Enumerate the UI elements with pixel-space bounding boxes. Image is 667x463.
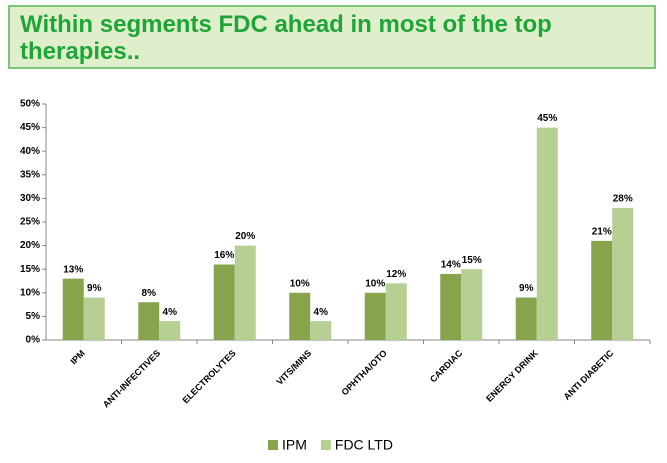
value-label: 4% bbox=[314, 307, 329, 318]
x-tick-label: ELECTROLYTES bbox=[180, 348, 237, 405]
bar bbox=[138, 302, 160, 340]
y-tick-label: 15% bbox=[20, 264, 40, 275]
value-label: 15% bbox=[462, 255, 482, 266]
title-box: Within segments FDC ahead in most of the… bbox=[8, 5, 656, 69]
x-tick-label: ANTI-INFECTIVES bbox=[101, 348, 163, 410]
legend: IPM FDC LTD bbox=[268, 437, 393, 453]
x-tick-label: OPHTHA/OTO bbox=[339, 348, 388, 397]
x-tick-label: CARDIAC bbox=[428, 348, 465, 385]
bar bbox=[83, 297, 105, 340]
value-label: 28% bbox=[613, 193, 633, 204]
y-tick-label: 10% bbox=[20, 287, 40, 298]
bar bbox=[515, 297, 537, 340]
bar bbox=[440, 273, 462, 340]
value-label: 9% bbox=[87, 283, 102, 294]
y-tick-label: 30% bbox=[20, 193, 40, 204]
value-label: 8% bbox=[142, 288, 157, 299]
value-label: 16% bbox=[214, 250, 234, 261]
legend-swatch bbox=[320, 440, 331, 450]
y-tick-label: 35% bbox=[20, 169, 40, 180]
legend-label: IPM bbox=[282, 437, 307, 453]
bar bbox=[213, 264, 235, 340]
y-tick-label: 40% bbox=[20, 146, 40, 157]
value-label: 14% bbox=[441, 260, 461, 271]
value-label: 45% bbox=[537, 113, 557, 124]
bar bbox=[591, 240, 613, 340]
legend-swatch bbox=[268, 440, 278, 450]
bar bbox=[612, 207, 634, 340]
value-label: 21% bbox=[592, 227, 612, 238]
bar bbox=[385, 283, 407, 340]
value-label: 12% bbox=[386, 269, 406, 280]
bar bbox=[461, 269, 483, 340]
value-label: 4% bbox=[163, 307, 178, 318]
bar bbox=[364, 292, 386, 340]
y-tick-label: 5% bbox=[26, 311, 41, 322]
value-label: 10% bbox=[290, 278, 310, 289]
legend-label: FDC LTD bbox=[335, 437, 393, 453]
x-tick-label: ENERGY DRINK bbox=[484, 348, 540, 404]
y-tick-label: 0% bbox=[26, 335, 41, 346]
bar bbox=[62, 278, 84, 340]
y-tick-label: 50% bbox=[20, 99, 40, 110]
bar bbox=[234, 245, 256, 340]
y-tick-label: 25% bbox=[20, 217, 40, 228]
y-tick-label: 20% bbox=[20, 240, 40, 251]
value-label: 13% bbox=[63, 264, 83, 275]
x-tick-label: VITS/MINS bbox=[274, 348, 313, 387]
value-label: 10% bbox=[365, 278, 385, 289]
chart-title: Within segments FDC ahead in most of the… bbox=[20, 11, 552, 65]
bar bbox=[536, 127, 558, 340]
value-label: 20% bbox=[235, 231, 255, 242]
x-tick-label: IPM bbox=[68, 348, 86, 366]
bar bbox=[159, 321, 181, 340]
value-label: 9% bbox=[519, 283, 534, 294]
y-tick-label: 45% bbox=[20, 122, 40, 133]
bar bbox=[310, 321, 332, 340]
x-tick-label: ANTI DIABETIC bbox=[562, 348, 616, 402]
bar bbox=[289, 292, 311, 340]
